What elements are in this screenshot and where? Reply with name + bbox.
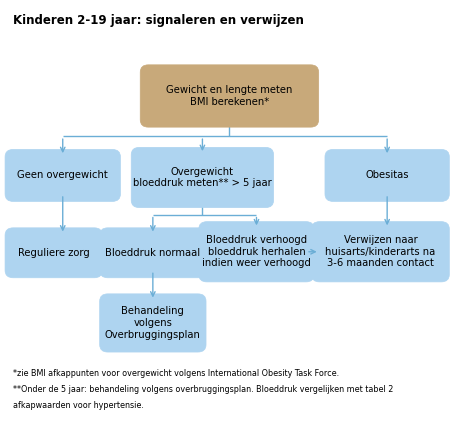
Text: Gewicht en lengte meten
BMI berekenen*: Gewicht en lengte meten BMI berekenen* bbox=[166, 85, 292, 107]
Text: Verwijzen naar
huisarts/kinderarts na
3-6 maanden contact: Verwijzen naar huisarts/kinderarts na 3-… bbox=[325, 235, 435, 268]
FancyBboxPatch shape bbox=[140, 65, 318, 127]
Text: afkapwaarden voor hypertensie.: afkapwaarden voor hypertensie. bbox=[13, 401, 144, 410]
Text: Obesitas: Obesitas bbox=[365, 171, 408, 181]
Text: Bloeddruk verhoogd
bloeddruk herhalen
indien weer verhoogd: Bloeddruk verhoogd bloeddruk herhalen in… bbox=[202, 235, 310, 268]
FancyBboxPatch shape bbox=[324, 149, 448, 201]
FancyBboxPatch shape bbox=[99, 294, 206, 352]
Text: Geen overgewicht: Geen overgewicht bbox=[17, 171, 108, 181]
Text: Reguliere zorg: Reguliere zorg bbox=[18, 248, 89, 258]
FancyBboxPatch shape bbox=[198, 221, 314, 282]
Text: *zie BMI afkappunten voor overgewicht volgens International Obesity Task Force.: *zie BMI afkappunten voor overgewicht vo… bbox=[13, 369, 338, 378]
Text: Behandeling
volgens
Overbruggingsplan: Behandeling volgens Overbruggingsplan bbox=[105, 306, 200, 340]
FancyBboxPatch shape bbox=[311, 221, 448, 282]
FancyBboxPatch shape bbox=[99, 228, 206, 278]
Text: Bloeddruk normaal: Bloeddruk normaal bbox=[105, 248, 200, 258]
Text: **Onder de 5 jaar: behandeling volgens overbruggingsplan. Bloeddruk vergelijken : **Onder de 5 jaar: behandeling volgens o… bbox=[13, 385, 393, 394]
FancyBboxPatch shape bbox=[5, 228, 102, 278]
FancyBboxPatch shape bbox=[131, 147, 273, 208]
FancyBboxPatch shape bbox=[5, 149, 120, 201]
Text: Kinderen 2-19 jaar: signaleren en verwijzen: Kinderen 2-19 jaar: signaleren en verwij… bbox=[13, 14, 303, 27]
Text: Overgewicht
bloeddruk meten** > 5 jaar: Overgewicht bloeddruk meten** > 5 jaar bbox=[133, 167, 271, 188]
